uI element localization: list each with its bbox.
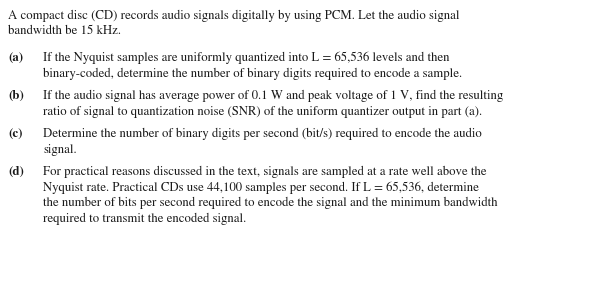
Text: A compact disc (CD) records audio signals digitally by using PCM. Let the audio : A compact disc (CD) records audio signal… — [8, 10, 459, 22]
Text: (b): (b) — [8, 90, 24, 102]
Text: For practical reasons discussed in the text, signals are sampled at a rate well : For practical reasons discussed in the t… — [43, 166, 486, 178]
Text: signal.: signal. — [43, 144, 76, 156]
Text: required to transmit the encoded signal.: required to transmit the encoded signal. — [43, 212, 246, 225]
Text: (c): (c) — [8, 128, 22, 140]
Text: If the Nyquist samples are uniformly quantized into L = 65,536 levels and then: If the Nyquist samples are uniformly qua… — [43, 52, 450, 64]
Text: (a): (a) — [8, 52, 23, 64]
Text: ratio of signal to quantization noise (SNR) of the uniform quantizer output in p: ratio of signal to quantization noise (S… — [43, 106, 482, 118]
Text: binary-coded, determine the number of binary digits required to encode a sample.: binary-coded, determine the number of bi… — [43, 67, 462, 80]
Text: the number of bits per second required to encode the signal and the minimum band: the number of bits per second required t… — [43, 197, 498, 209]
Text: If the audio signal has average power of 0.1 W and peak voltage of 1 V, find the: If the audio signal has average power of… — [43, 90, 503, 102]
Text: Nyquist rate. Practical CDs use 44,100 samples per second. If L = 65,536, determ: Nyquist rate. Practical CDs use 44,100 s… — [43, 182, 479, 194]
Text: (d): (d) — [8, 166, 24, 178]
Text: bandwidth be 15 kHz.: bandwidth be 15 kHz. — [8, 25, 121, 37]
Text: Determine the number of binary digits per second (bit/s) required to encode the : Determine the number of binary digits pe… — [43, 128, 482, 140]
